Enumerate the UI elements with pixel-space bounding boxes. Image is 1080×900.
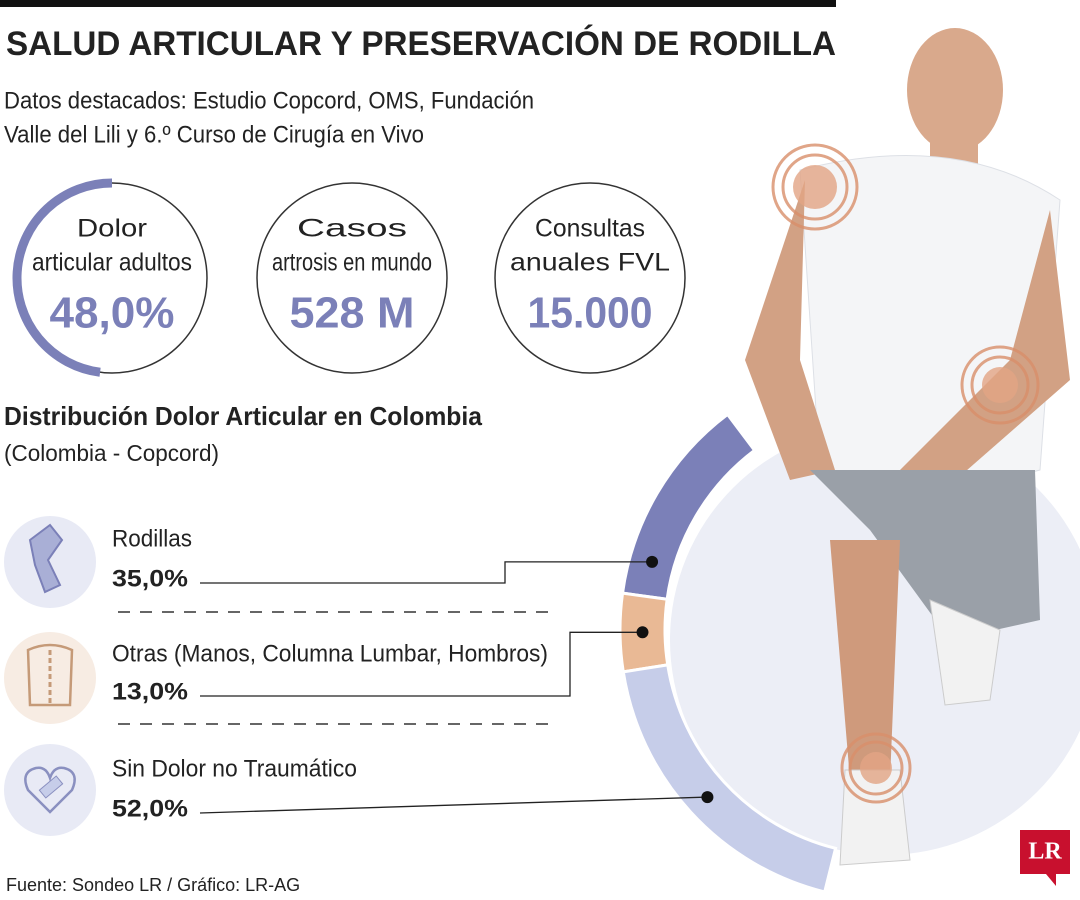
leader-dot: [646, 555, 659, 568]
stat-circle: [256, 182, 448, 374]
logo: LR: [1028, 839, 1062, 865]
stat-arc: [12, 178, 113, 377]
stat-value: 48,0%: [50, 289, 175, 338]
category-icons: [4, 516, 96, 836]
stat-label: artrosis en mundo: [272, 249, 432, 277]
category-label: Rodillas: [112, 525, 192, 552]
stat-label: articular adultos: [32, 249, 192, 277]
top-rule: [0, 0, 836, 7]
category-label: Sin Dolor no Traumático: [112, 755, 357, 782]
stat-value: 15.000: [528, 289, 653, 338]
value-label: 52,0%: [112, 795, 188, 822]
leader-line: [199, 796, 708, 814]
value-label: 35,0%: [112, 565, 188, 592]
subtitle: Datos destacados: Estudio Copcord, OMS, …: [4, 87, 534, 114]
leader-line: [200, 561, 653, 584]
stat-label: Dolor: [77, 215, 147, 243]
category-label: Otras (Manos, Columna Lumbar, Hombros): [112, 640, 548, 667]
leader-dot: [701, 791, 714, 804]
stat-circle: [494, 182, 686, 374]
stat-label: Consultas: [535, 215, 645, 243]
logo-box: [1020, 830, 1070, 874]
leader-line: [200, 631, 643, 697]
section-title: Distribución Dolor Articular en Colombia: [4, 401, 483, 431]
stats: Dolor articular adultos 48,0% Casos artrosis…: [12, 178, 686, 377]
stat-label: anuales FVL: [510, 249, 670, 277]
source: Fuente: Sondeo LR / Gráfico: LR-AG: [6, 875, 300, 895]
arc-chart: Rodillas 35,0% Otras (Manos, Columna Lumba…: [112, 412, 838, 894]
arc-segment: [621, 663, 838, 894]
stat-label: Casos: [297, 215, 407, 243]
title: SALUD ARTICULAR Y PRESERVACIÓN DE RODILL…: [6, 25, 836, 63]
section-subtitle: (Colombia - Copcord): [4, 440, 219, 466]
value-label: 13,0%: [112, 678, 188, 705]
logo-tail: [1046, 874, 1056, 886]
person-illustration: [745, 28, 1070, 866]
leader-dot: [636, 626, 649, 639]
subtitle: Valle del Lili y 6.º Curso de Cirugía en…: [4, 121, 424, 148]
stat-value: 528 M: [290, 289, 415, 338]
